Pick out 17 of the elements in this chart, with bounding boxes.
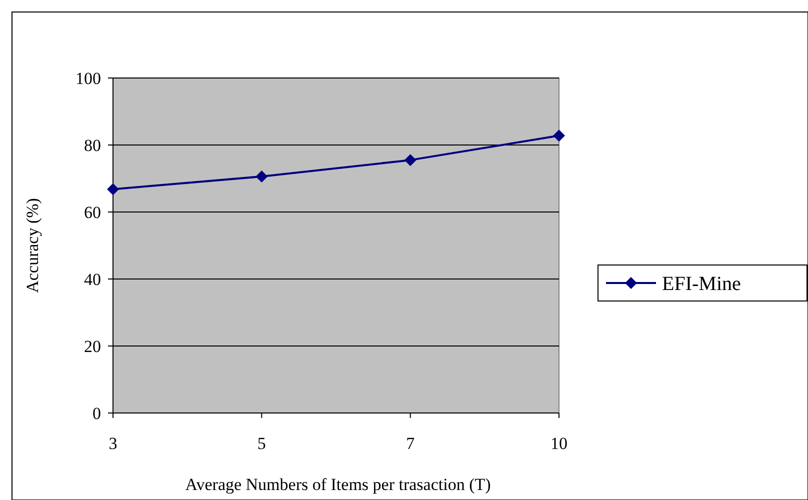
x-tick-label: 5 bbox=[257, 434, 266, 453]
y-axis-title: Accuracy (%) bbox=[23, 198, 42, 293]
point bbox=[404, 154, 416, 166]
legend-label: EFI-Mine bbox=[662, 273, 741, 295]
x-axis-title: Average Numbers of Items per trasaction (T) bbox=[185, 475, 491, 494]
x-tick-label: 10 bbox=[550, 434, 568, 453]
y-tick-label: 80 bbox=[84, 136, 101, 155]
y-tick-label: 100 bbox=[76, 68, 101, 88]
x-tick-label: 7 bbox=[406, 434, 416, 453]
point bbox=[256, 170, 268, 182]
y-tick-label: 40 bbox=[84, 270, 101, 289]
y-tick-label: 60 bbox=[84, 202, 101, 222]
point bbox=[107, 183, 119, 196]
x-tick-label: 3 bbox=[108, 434, 118, 453]
y-tick-label: 20 bbox=[84, 336, 101, 356]
point bbox=[553, 130, 565, 142]
y-tick-label: 0 bbox=[92, 404, 101, 423]
